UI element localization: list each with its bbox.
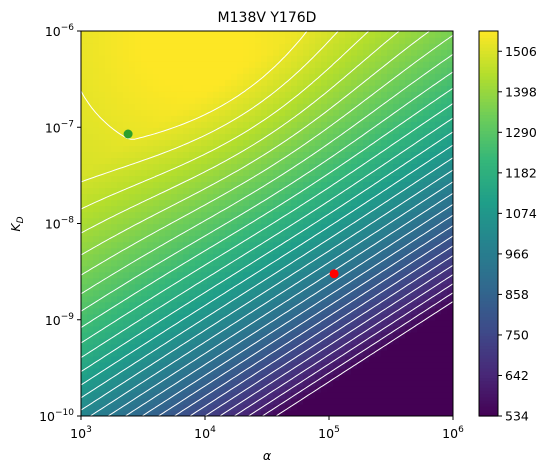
contour-line-6 [189,245,453,416]
contour-line-3 [233,274,453,416]
x-tick-label: 106 [442,425,464,441]
heatmap [81,31,453,416]
colorbar-tick-label: 1182 [505,165,537,180]
contour-line-2 [248,283,453,416]
x-tick-label: 105 [318,425,340,441]
colorbar-tick-label: 966 [505,246,529,261]
y-axis-label: KD [8,216,26,231]
colorbar-frame [478,30,499,417]
contour-line-20 [81,71,453,312]
contour-line-25 [81,31,370,210]
green-point [123,129,133,139]
contour-line-14 [81,157,453,399]
contour-line-7 [173,235,453,416]
y-tick-label: 10−10 [39,408,74,424]
colorbar: 534 642 750 858 966 1074 1182 1290 1398 1506 [478,30,537,424]
contour-lines [81,31,453,416]
data-points [123,129,339,279]
colorbar-tick-label: 750 [505,327,529,342]
x-tick-label: 104 [194,425,216,441]
contour-line-4 [219,264,453,416]
y-tick-label: 10−9 [45,312,74,328]
contour-line-5 [204,255,453,416]
contour-line-18 [81,103,453,344]
chart-title: M138V Y176D [218,10,317,26]
red-point [329,269,339,279]
x-tick-label: 103 [70,425,92,441]
y-axis: 10−10 10−9 10−8 10−7 10−6 [39,23,81,424]
contour-line-12 [89,181,453,416]
contour-line-13 [81,169,453,411]
colorbar-tick-label: 858 [505,287,529,302]
colorbar-tick-label: 642 [505,368,529,383]
contour-line-16 [81,131,453,373]
contour-line-17 [81,117,453,359]
colorbar-tick-label: 1074 [505,206,537,221]
contour-line-0 [275,301,453,416]
contour-line-26 [81,31,339,183]
x-axis-label: α [263,448,272,463]
contour-line-23 [81,31,431,256]
contour-line-21 [81,53,453,295]
contour-line-19 [81,87,453,329]
colorbar-tick-label: 1398 [505,84,537,99]
x-axis: 103 104 105 106 [70,416,464,441]
y-tick-label: 10−7 [45,119,74,135]
contour-line-11 [107,192,453,416]
contour-line-24 [81,31,400,234]
colorbar-tick-label: 1290 [505,125,537,140]
contour-line-15 [81,144,453,386]
colorbar-tick-label: 534 [505,409,529,424]
y-tick-label: 10−8 [45,216,74,232]
colorbar-tick-label: 1506 [505,44,537,59]
y-tick-label: 10−6 [45,23,74,39]
